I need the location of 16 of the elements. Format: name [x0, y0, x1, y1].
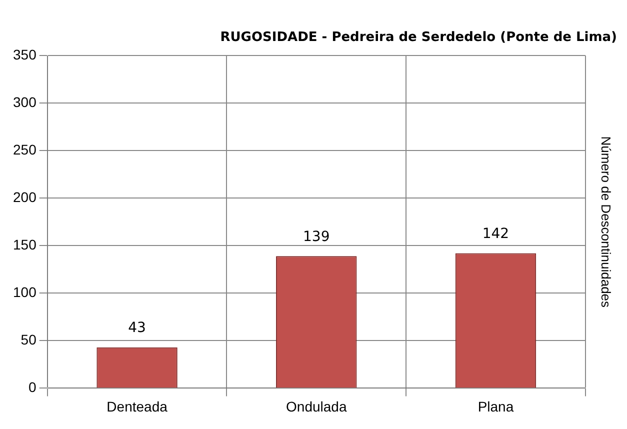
y-tick-label: 200	[13, 189, 37, 205]
x-tick-label: Ondulada	[286, 398, 347, 414]
chart-title: RUGOSIDADE - Pedreira de Serdedelo (Ponte de Lima)	[220, 30, 617, 46]
y-tick-label: 100	[13, 284, 37, 300]
x-tick-label: Denteada	[106, 398, 168, 414]
y-tick-label: 0	[28, 379, 37, 396]
y-tick-label: 50	[20, 332, 37, 348]
data-label: 43	[128, 320, 146, 336]
y-tick-label: 250	[13, 141, 37, 158]
data-label: 139	[303, 228, 330, 245]
y-tick-label: 350	[13, 46, 37, 62]
y-tick-label: 300	[13, 94, 37, 110]
x-tick-label: Plana	[478, 398, 514, 414]
data-label: 142	[482, 226, 510, 242]
y-axis-title: Número de Descontinuidades	[598, 136, 614, 308]
y-tick-label: 150	[13, 236, 37, 253]
